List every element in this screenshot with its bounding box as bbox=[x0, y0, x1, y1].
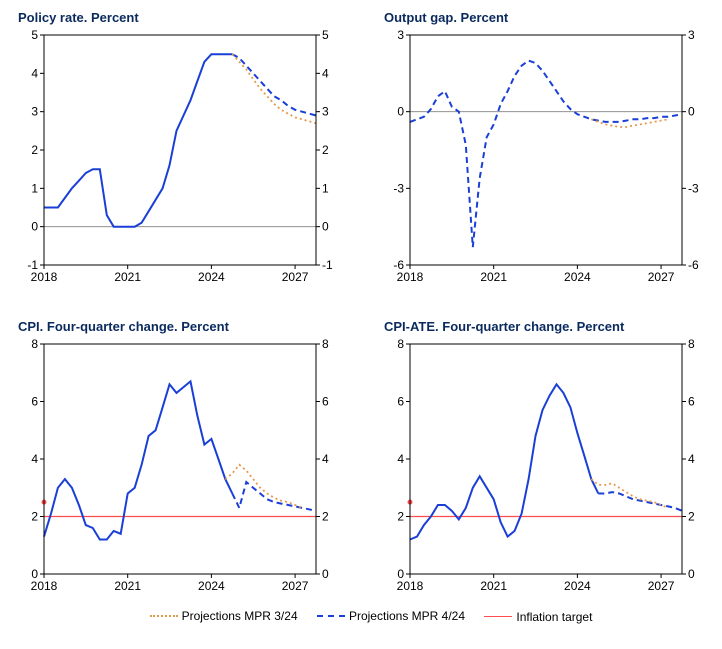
panel-output-gap: Output gap. Percent -6-6-3-3003320182021… bbox=[376, 10, 722, 289]
svg-text:0: 0 bbox=[322, 220, 329, 234]
svg-text:3: 3 bbox=[322, 105, 329, 119]
svg-text:0: 0 bbox=[31, 220, 38, 234]
svg-text:3: 3 bbox=[688, 29, 695, 42]
svg-text:4: 4 bbox=[688, 452, 695, 466]
svg-text:2027: 2027 bbox=[648, 270, 675, 284]
svg-text:2: 2 bbox=[31, 510, 38, 524]
svg-text:4: 4 bbox=[322, 452, 329, 466]
svg-text:2: 2 bbox=[322, 510, 329, 524]
svg-text:2024: 2024 bbox=[564, 579, 591, 593]
svg-text:2024: 2024 bbox=[564, 270, 591, 284]
panel-title: CPI-ATE. Four-quarter change. Percent bbox=[384, 319, 722, 334]
legend-item-proj-424: Projections MPR 4/24 bbox=[317, 609, 465, 623]
svg-text:6: 6 bbox=[31, 395, 38, 409]
svg-text:6: 6 bbox=[322, 395, 329, 409]
svg-text:4: 4 bbox=[322, 66, 329, 80]
svg-text:2018: 2018 bbox=[397, 579, 424, 593]
legend: Projections MPR 3/24 Projections MPR 4/2… bbox=[10, 606, 722, 624]
svg-text:3: 3 bbox=[31, 105, 38, 119]
svg-text:6: 6 bbox=[688, 395, 695, 409]
svg-text:0: 0 bbox=[688, 105, 695, 119]
legend-swatch-solid bbox=[484, 616, 512, 617]
panel-cpi: CPI. Four-quarter change. Percent 002244… bbox=[10, 319, 366, 598]
svg-text:0: 0 bbox=[688, 567, 695, 581]
svg-text:2027: 2027 bbox=[648, 579, 675, 593]
svg-text:2024: 2024 bbox=[198, 270, 225, 284]
legend-swatch-dashed bbox=[317, 615, 345, 617]
svg-text:3: 3 bbox=[397, 29, 404, 42]
panel-policy-rate: Policy rate. Percent -1-1001122334455201… bbox=[10, 10, 366, 289]
svg-text:2: 2 bbox=[31, 143, 38, 157]
panel-cpi-ate: CPI-ATE. Four-quarter change. Percent 00… bbox=[376, 319, 722, 598]
svg-text:2027: 2027 bbox=[282, 270, 309, 284]
legend-label: Inflation target bbox=[516, 610, 592, 624]
svg-text:2021: 2021 bbox=[114, 270, 141, 284]
chart-output-gap: -6-6-3-300332018202120242027 bbox=[376, 29, 716, 289]
svg-text:5: 5 bbox=[322, 29, 329, 42]
svg-text:4: 4 bbox=[397, 452, 404, 466]
svg-text:8: 8 bbox=[31, 338, 38, 351]
svg-text:-1: -1 bbox=[322, 258, 333, 272]
svg-text:4: 4 bbox=[31, 452, 38, 466]
legend-label: Projections MPR 4/24 bbox=[349, 609, 465, 623]
chart-cpi-ate: 00224466882018202120242027 bbox=[376, 338, 716, 598]
svg-text:2: 2 bbox=[322, 143, 329, 157]
svg-text:8: 8 bbox=[397, 338, 404, 351]
chart-policy-rate: -1-10011223344552018202120242027 bbox=[10, 29, 350, 289]
svg-text:2027: 2027 bbox=[282, 579, 309, 593]
svg-text:2021: 2021 bbox=[480, 579, 507, 593]
svg-text:-3: -3 bbox=[688, 181, 699, 195]
svg-text:4: 4 bbox=[31, 66, 38, 80]
svg-text:1: 1 bbox=[31, 181, 38, 195]
svg-text:2024: 2024 bbox=[198, 579, 225, 593]
svg-text:6: 6 bbox=[397, 395, 404, 409]
svg-text:2: 2 bbox=[397, 510, 404, 524]
panel-grid: Policy rate. Percent -1-1001122334455201… bbox=[10, 10, 722, 598]
svg-text:2021: 2021 bbox=[480, 270, 507, 284]
svg-text:2018: 2018 bbox=[31, 270, 58, 284]
panel-title: Output gap. Percent bbox=[384, 10, 722, 25]
panel-title: CPI. Four-quarter change. Percent bbox=[18, 319, 366, 334]
svg-text:8: 8 bbox=[688, 338, 695, 351]
panel-title: Policy rate. Percent bbox=[18, 10, 366, 25]
legend-item-target: Inflation target bbox=[484, 610, 592, 624]
chart-cpi: 00224466882018202120242027 bbox=[10, 338, 350, 598]
svg-text:-6: -6 bbox=[688, 258, 699, 272]
svg-text:1: 1 bbox=[322, 181, 329, 195]
legend-label: Projections MPR 3/24 bbox=[182, 609, 298, 623]
svg-text:-3: -3 bbox=[393, 181, 404, 195]
svg-text:0: 0 bbox=[397, 105, 404, 119]
svg-text:2018: 2018 bbox=[397, 270, 424, 284]
svg-text:2018: 2018 bbox=[31, 579, 58, 593]
svg-text:0: 0 bbox=[322, 567, 329, 581]
svg-text:2: 2 bbox=[688, 510, 695, 524]
svg-text:8: 8 bbox=[322, 338, 329, 351]
svg-text:2021: 2021 bbox=[114, 579, 141, 593]
legend-swatch-dotted bbox=[150, 615, 178, 617]
legend-item-proj-324: Projections MPR 3/24 bbox=[150, 609, 298, 623]
svg-text:5: 5 bbox=[31, 29, 38, 42]
